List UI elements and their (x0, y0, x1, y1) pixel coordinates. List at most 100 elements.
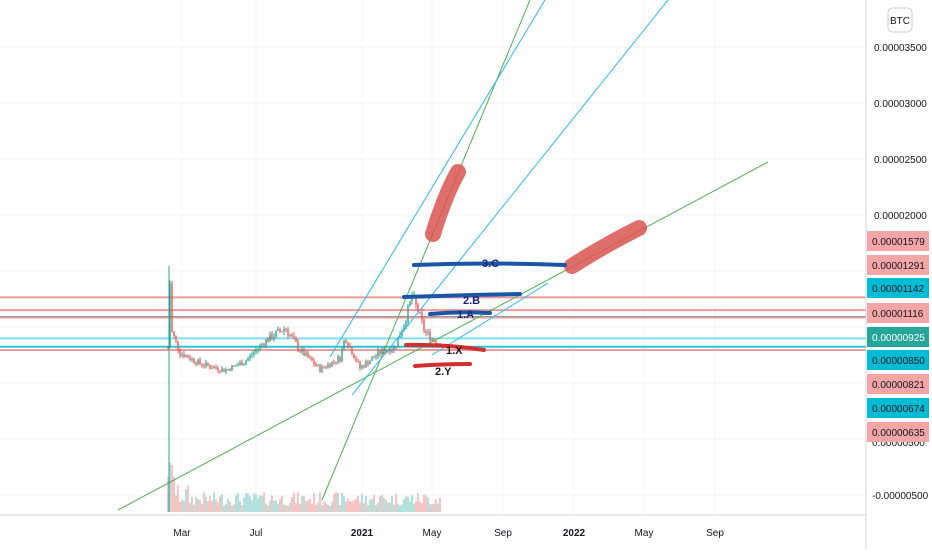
volume-bar (375, 504, 377, 512)
red-marker-1x (404, 342, 486, 352)
candle-body (359, 361, 361, 369)
volume-bar (393, 504, 395, 512)
candle-body (389, 350, 391, 353)
candle-body (387, 350, 389, 352)
price-tag-3 (867, 303, 929, 323)
candle-body (205, 362, 207, 367)
volume-bar (433, 503, 435, 512)
candle-body (365, 361, 367, 368)
time-tick: Sep (706, 528, 724, 539)
candle-body (421, 312, 423, 320)
volume-bar (337, 493, 339, 512)
volume-bar (243, 497, 245, 512)
volume-bar (287, 505, 289, 512)
volume-bar (333, 493, 335, 512)
candle-body (231, 365, 233, 371)
trend-lines[interactable] (117, 0, 769, 511)
volume-bar (359, 502, 361, 512)
volume-bar (201, 504, 203, 512)
volume-bar (211, 500, 213, 512)
candle-body (361, 365, 363, 369)
volume-bar (321, 505, 323, 512)
volume-bar (177, 484, 179, 512)
price-tag-label-0: 0.00001579 (872, 237, 925, 248)
volume-bar (395, 493, 397, 512)
volume-bar (307, 500, 309, 512)
candle-body (179, 349, 181, 356)
candle-body (297, 341, 299, 350)
red-marker-2y (413, 362, 472, 368)
volume-bar (241, 505, 243, 512)
volume-bar (397, 503, 399, 512)
price-tag-6 (867, 374, 929, 394)
time-axis[interactable]: Mar Jul 2021 May Sep 2022 May Sep (0, 514, 866, 539)
candles (167, 266, 441, 512)
candle-body (325, 367, 327, 369)
candle-body (345, 340, 347, 343)
candle-body (425, 330, 427, 333)
candle-body (277, 329, 279, 331)
candle-body (329, 364, 331, 367)
candle-body (335, 361, 337, 363)
candle-body (265, 339, 267, 346)
volume-bar (175, 495, 177, 512)
candle-body (203, 365, 205, 367)
volume-bar (391, 495, 393, 512)
hand-drawn-marks[interactable] (402, 164, 647, 368)
candle-body (175, 335, 177, 341)
candle-body (301, 349, 303, 352)
candle-body (287, 330, 289, 336)
candle-body (339, 356, 341, 362)
volume-bar (199, 499, 201, 512)
candle-body (395, 346, 397, 348)
volume-bar (213, 492, 215, 512)
candle-body (401, 331, 403, 336)
price-tag-7 (867, 398, 929, 418)
volume-bar (267, 505, 269, 512)
candle-body (183, 354, 185, 357)
volume-bar (369, 499, 371, 512)
price-axis[interactable]: BTC 0.00003500 0.00003000 0.00002500 0.0… (865, 0, 929, 550)
price-tag-0 (867, 231, 929, 251)
candle-body (363, 365, 365, 368)
candle-body (187, 355, 189, 358)
candle-body (419, 312, 421, 314)
candle-body (291, 334, 293, 337)
volume-bar (365, 495, 367, 512)
candle-body (409, 301, 411, 306)
volume-bar (303, 496, 305, 512)
volume-bar (223, 505, 225, 512)
volume-bar (419, 501, 421, 512)
volume-bar (231, 505, 233, 512)
volume-bar (279, 498, 281, 512)
volume-bar (351, 501, 353, 512)
volume-bar (247, 493, 249, 512)
candle-body (191, 358, 193, 360)
volume-bar (179, 501, 181, 512)
volume-bar (229, 501, 231, 512)
volume-bar (187, 485, 189, 512)
candle-body (253, 352, 255, 355)
volume-bar (255, 494, 257, 512)
price-tick: 0.00003500 (874, 43, 927, 54)
candle-body (255, 349, 257, 353)
candle-body (219, 370, 221, 372)
volume-bar (189, 502, 191, 512)
candle-body (427, 332, 429, 334)
candle-body (195, 362, 197, 365)
blue-trendline-steep (329, 0, 546, 358)
annotation-2y: 2.Y (435, 366, 452, 378)
price-tag-label-3: 0.00001116 (872, 309, 924, 320)
candle-body (391, 349, 393, 353)
candle-body (309, 357, 311, 359)
candle-body (369, 360, 371, 365)
volume-bar (283, 504, 285, 512)
candle-body (399, 335, 401, 338)
candle-body (379, 350, 381, 354)
candle-body (411, 296, 413, 302)
volume-bar (183, 500, 185, 512)
price-tag-4 (867, 327, 929, 347)
candle-body (371, 357, 373, 361)
